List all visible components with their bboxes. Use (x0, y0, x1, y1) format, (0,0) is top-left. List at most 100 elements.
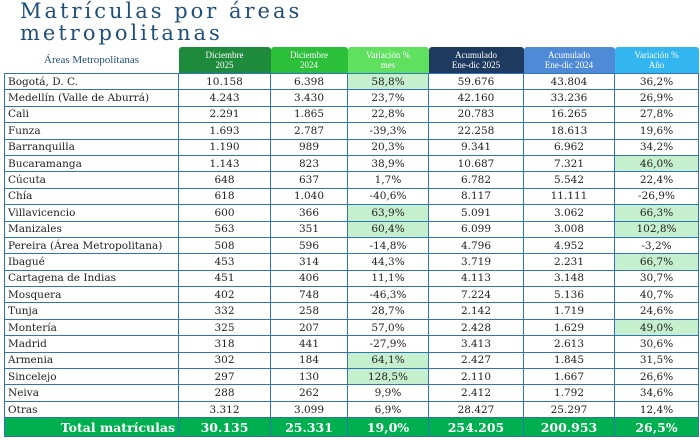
value-cell: 11.111 (523, 187, 615, 206)
value-cell: 6.782 (428, 171, 524, 189)
value-cell: 5.542 (523, 171, 615, 189)
total-row: Total matrículas 30.135 25.331 19,0% 254.205… (4, 417, 699, 438)
value-cell: 59.676 (428, 72, 524, 91)
column-header: Acumulado Ene-dic 2024 (523, 47, 615, 74)
value-cell: 57,0% (347, 318, 429, 337)
area-name-cell: Barranquilla (4, 138, 179, 156)
area-name-cell: Cartagena de Indias (4, 269, 179, 288)
value-cell: 748 (270, 286, 348, 304)
value-cell: 4.243 (178, 89, 271, 107)
table-row: Bucaramanga 1.143 823 38,9% 10.687 7.321 46,0% (4, 154, 699, 173)
header-line: 2024 (300, 60, 318, 70)
total-label: Total matrículas (4, 417, 179, 438)
value-cell: 10.687 (428, 154, 524, 173)
area-name-cell: Sincelejo (4, 368, 179, 386)
value-cell: 3.430 (270, 89, 348, 107)
area-name-cell: Villavicencio (4, 204, 179, 222)
value-cell: -14,8% (347, 236, 429, 255)
page-title: Matrículas por áreas metropolitanas (20, 0, 302, 44)
value-cell: 28,7% (347, 302, 429, 320)
header-line: 2025 (215, 60, 234, 70)
value-cell: 618 (178, 187, 271, 206)
value-cell: 7.224 (428, 286, 524, 304)
value-cell: 64,1% (347, 351, 429, 370)
value-cell: 19,6% (614, 122, 699, 140)
table-row: Medellín (Valle de Aburrá) 4.243 3.430 23,7… (4, 89, 699, 107)
value-cell: 10.158 (178, 72, 271, 91)
table-row: Barranquilla 1.190 989 20,3% 9.341 6.962 34,2% (4, 138, 699, 156)
area-name-cell: Armenia (4, 351, 179, 370)
value-cell: 302 (178, 351, 271, 370)
value-cell: 34,2% (614, 138, 699, 156)
value-cell: 366 (270, 204, 348, 222)
value-cell: 5.136 (523, 286, 615, 304)
value-cell: 22,4% (614, 171, 699, 189)
value-cell: 6.099 (428, 220, 524, 238)
table-row: Cali 2.291 1.865 22,8% 20.783 16.265 27,8% (4, 105, 699, 124)
value-cell: 22.258 (428, 122, 524, 140)
table-row: Pereira (Área Metropolitana) 508 596 -14,8%… (4, 236, 699, 255)
title-line-1: Matrículas por áreas (20, 0, 303, 23)
value-cell: 2.231 (523, 253, 615, 271)
value-cell: 262 (270, 384, 348, 402)
value-cell: 49,0% (614, 318, 699, 337)
value-cell: 128,5% (347, 368, 429, 386)
table-row: Cartagena de Indias 451 406 11,1% 4.113 3.148… (4, 269, 699, 288)
value-cell: 3.099 (270, 400, 348, 419)
area-name-cell: Manizales (4, 220, 179, 238)
value-cell: 1.667 (523, 368, 615, 386)
value-cell: 600 (178, 204, 271, 222)
header-line: Ene-dic 2025 (451, 60, 501, 70)
area-name-cell: Medellín (Valle de Aburrá) (4, 89, 179, 107)
table-row: Cúcuta 648 637 1,7% 6.782 5.542 22,4% (4, 171, 699, 189)
table-row: Mosquera 402 748 -46,3% 7.224 5.136 40,7% (4, 286, 699, 304)
value-cell: 402 (178, 286, 271, 304)
value-cell: 2.291 (178, 105, 271, 124)
value-cell: 16.265 (523, 105, 615, 124)
value-cell: 22,8% (347, 105, 429, 124)
enrollment-table: Áreas Metropolitanas Diciembre 2025 Diciemb… (4, 47, 699, 438)
value-cell: 1.693 (178, 122, 271, 140)
value-cell: 5.091 (428, 204, 524, 222)
value-cell: 46,0% (614, 154, 699, 173)
value-cell: -3,2% (614, 236, 699, 255)
area-name-cell: Otras (4, 400, 179, 419)
value-cell: 27,8% (614, 105, 699, 124)
total-value: 200.953 (523, 417, 615, 438)
value-cell: 40,7% (614, 286, 699, 304)
value-cell: 18.613 (523, 122, 615, 140)
header-line: Ene-dic 2024 (544, 60, 594, 70)
value-cell: 1,7% (347, 171, 429, 189)
table-row: Funza 1.693 2.787 -39,3% 22.258 18.613 19,6% (4, 122, 699, 140)
value-cell: 63,9% (347, 204, 429, 222)
value-cell: 325 (178, 318, 271, 337)
value-cell: -26,9% (614, 187, 699, 206)
table-row: Villavicencio 600 366 63,9% 5.091 3.062 66,3% (4, 204, 699, 222)
value-cell: 44,3% (347, 253, 429, 271)
header-line: Diciembre (205, 50, 244, 60)
value-cell: 7.321 (523, 154, 615, 173)
header-line: Variación % (365, 50, 411, 60)
value-cell: 1.792 (523, 384, 615, 402)
area-name-cell: Mosquera (4, 286, 179, 304)
area-name-cell: Pereira (Área Metropolitana) (4, 236, 179, 255)
value-cell: 1.629 (523, 318, 615, 337)
value-cell: 3.719 (428, 253, 524, 271)
value-cell: 42.160 (428, 89, 524, 107)
value-cell: 332 (178, 302, 271, 320)
column-header: Variación % Año (614, 47, 699, 74)
value-cell: 453 (178, 253, 271, 271)
area-name-cell: Montería (4, 318, 179, 337)
table-row: Neiva 288 262 9,9% 2.412 1.792 34,6% (4, 384, 699, 402)
value-cell: 2.412 (428, 384, 524, 402)
area-name-cell: Tunja (4, 302, 179, 320)
area-name-cell: Neiva (4, 384, 179, 402)
value-cell: 441 (270, 335, 348, 353)
value-cell: 58,8% (347, 72, 429, 91)
value-cell: 130 (270, 368, 348, 386)
table-row: Tunja 332 258 28,7% 2.142 1.719 24,6% (4, 302, 699, 320)
header-line: Año (648, 60, 665, 70)
table-row: Otras 3.312 3.099 6,9% 28.427 25.297 12,4% (4, 400, 699, 419)
value-cell: 2.613 (523, 335, 615, 353)
value-cell: 1.865 (270, 105, 348, 124)
